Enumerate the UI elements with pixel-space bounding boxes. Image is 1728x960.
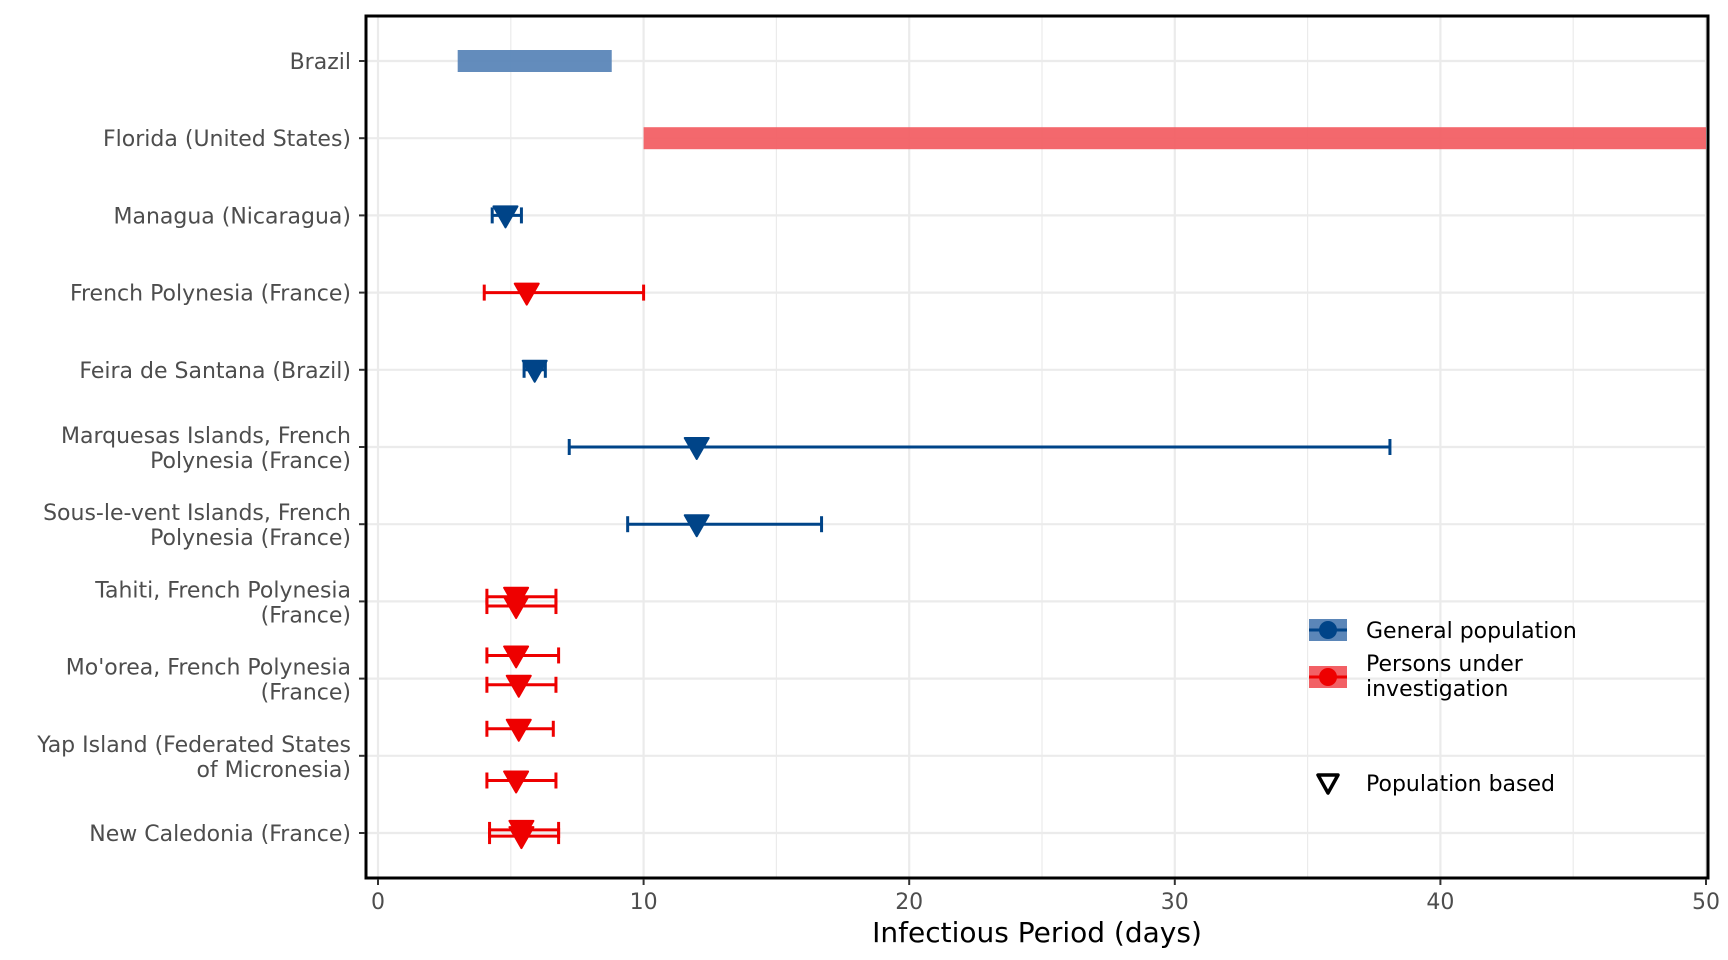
estimate-group bbox=[626, 514, 824, 538]
estimate-marker bbox=[505, 718, 532, 742]
estimate-marker bbox=[683, 437, 710, 460]
x-tick-label: 20 bbox=[895, 890, 923, 915]
legend-label-general-population: General population bbox=[1366, 619, 1577, 644]
estimate-marker bbox=[503, 645, 530, 669]
category-label-line: Polynesia (France) bbox=[150, 526, 351, 551]
estimate-group bbox=[567, 437, 1392, 460]
legend-key-dot bbox=[1319, 668, 1337, 686]
estimate-marker bbox=[683, 514, 710, 538]
y-axis: Brazil Florida (United States) Managua (Ni… bbox=[36, 50, 365, 847]
category-label: French Polynesia (France) bbox=[70, 282, 351, 307]
category-label-line: Sous-le-vent Islands, French bbox=[43, 501, 351, 526]
x-axis: 0 10 20 30 40 50 Infectious Period (days) bbox=[371, 879, 1720, 949]
legend-label-line: Persons under bbox=[1366, 652, 1524, 677]
range-bar bbox=[457, 50, 612, 72]
category-label-line: of Micronesia) bbox=[196, 758, 351, 783]
category-label-line: Polynesia (France) bbox=[150, 449, 351, 474]
estimate-marker bbox=[508, 826, 535, 850]
estimate-marker bbox=[492, 205, 519, 229]
category-label: Tahiti, French Polynesia (France) bbox=[94, 578, 351, 628]
estimate-marker bbox=[513, 282, 540, 306]
range-bar bbox=[643, 127, 1706, 150]
category-label: Managua (Nicaragua) bbox=[114, 204, 352, 229]
legend-label-population-based: Population based bbox=[1366, 772, 1555, 797]
estimate-group bbox=[485, 596, 558, 620]
category-label-line: (France) bbox=[261, 681, 351, 706]
x-tick-label: 30 bbox=[1161, 890, 1189, 915]
x-tick-label: 40 bbox=[1426, 890, 1454, 915]
estimate-group bbox=[485, 645, 561, 669]
category-label: Brazil bbox=[290, 50, 351, 75]
range-bars bbox=[457, 50, 1706, 150]
legend-key-dot bbox=[1319, 621, 1337, 639]
estimate-group bbox=[488, 826, 561, 850]
estimate-marker bbox=[505, 674, 532, 698]
category-label-line: Mo'orea, French Polynesia bbox=[66, 656, 351, 681]
estimate-marker bbox=[521, 359, 548, 383]
panel-border bbox=[364, 14, 1710, 880]
legend-label-line: investigation bbox=[1366, 677, 1508, 702]
category-label: Florida (United States) bbox=[103, 127, 351, 152]
x-tick-label: 50 bbox=[1692, 890, 1720, 915]
estimate-group bbox=[521, 359, 548, 383]
category-label: Yap Island (Federated States of Micronesi… bbox=[36, 733, 351, 783]
legend-key-persons-under-investigation bbox=[1309, 666, 1347, 688]
estimate-marker bbox=[503, 770, 530, 794]
category-label: Marquesas Islands, French Polynesia (Fran… bbox=[61, 424, 351, 474]
estimate-group bbox=[490, 205, 523, 229]
estimate-marker bbox=[503, 596, 530, 620]
legend-key-general-population bbox=[1309, 619, 1347, 641]
category-label-line: Marquesas Islands, French bbox=[61, 424, 351, 449]
category-label-line: (France) bbox=[261, 603, 351, 628]
estimate-group bbox=[485, 770, 558, 794]
x-axis-title: Infectious Period (days) bbox=[872, 916, 1202, 949]
legend-label-persons-under-investigation: Persons under investigation bbox=[1366, 652, 1524, 702]
estimate-group bbox=[482, 282, 646, 306]
point-estimates bbox=[482, 205, 1392, 850]
category-label-line: Tahiti, French Polynesia bbox=[94, 578, 351, 603]
category-label: New Caledonia (France) bbox=[89, 822, 351, 847]
estimate-group bbox=[485, 718, 555, 742]
category-label: Mo'orea, French Polynesia (France) bbox=[66, 656, 351, 706]
x-tick-label: 0 bbox=[371, 890, 385, 915]
category-label-line: Yap Island (Federated States bbox=[36, 733, 351, 758]
category-label: Sous-le-vent Islands, French Polynesia (F… bbox=[43, 501, 351, 551]
category-label: Feira de Santana (Brazil) bbox=[79, 359, 351, 384]
legend-key-population-based bbox=[1316, 773, 1340, 795]
legend: General population Persons under investiga… bbox=[1309, 619, 1577, 797]
estimate-group bbox=[485, 674, 558, 698]
x-tick-label: 10 bbox=[630, 890, 658, 915]
